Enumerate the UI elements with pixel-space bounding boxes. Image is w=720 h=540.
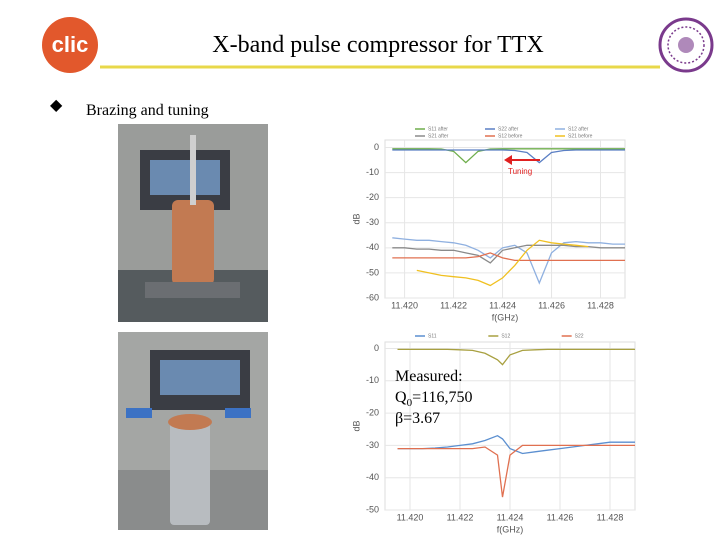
- q-label: Q: [395, 389, 407, 406]
- legend-label: S22 after: [498, 126, 519, 132]
- series-line: [392, 148, 625, 164]
- clic-logo: clic: [42, 17, 98, 73]
- y-tick-label: -30: [366, 440, 379, 450]
- y-tick-label: -20: [366, 192, 379, 202]
- legend-label: S11: [428, 333, 437, 339]
- y-tick-label: 0: [374, 343, 379, 353]
- measured-beta: β=3.67: [395, 410, 440, 427]
- series-line: [397, 434, 635, 455]
- legend-label: S12 after: [568, 126, 589, 132]
- series-line: [392, 149, 625, 164]
- series-line: [397, 348, 635, 366]
- series-line: [392, 237, 625, 285]
- bullet-marker: ◆: [50, 97, 63, 114]
- annotation-arrowhead: [504, 155, 512, 165]
- x-tick-label: 11.426: [547, 512, 574, 522]
- series-line: [397, 444, 635, 498]
- y-tick-label: -30: [366, 217, 379, 227]
- y-tick-label: -40: [366, 472, 379, 482]
- q-value: =116,750: [412, 389, 472, 406]
- photo-tuning: [118, 332, 268, 530]
- series-line: [416, 239, 589, 287]
- charts: 0 -10 -20 -30 -40 -50 -60 11.420 11.422 11.424 11.…: [351, 126, 636, 534]
- x-axis-label: f(GHz): [497, 524, 524, 534]
- y-axis-label: dB: [351, 420, 361, 431]
- measured-q: Q0=116,750: [395, 389, 473, 409]
- y-tick-label: -50: [366, 267, 379, 277]
- y-tick-label: -10: [366, 167, 379, 177]
- x-tick-label: 11.422: [440, 300, 467, 310]
- measured-heading: Measured:: [395, 368, 463, 385]
- x-tick-label: 11.428: [597, 512, 624, 522]
- x-tick-label: 11.426: [538, 300, 565, 310]
- legend-label: S21 before: [568, 133, 593, 139]
- university-seal: [658, 17, 714, 73]
- q-sub: 0: [407, 397, 413, 409]
- y-tick-label: 0: [374, 142, 379, 152]
- photo-brazing: [118, 124, 268, 322]
- y-tick-label: -40: [366, 242, 379, 252]
- slide-title: X-band pulse compressor for TTX: [212, 32, 543, 58]
- logo-text: clic: [52, 32, 89, 57]
- y-tick-label: -20: [366, 407, 379, 417]
- x-tick-label: 11.424: [497, 512, 524, 522]
- x-tick-label: 11.420: [397, 512, 424, 522]
- y-tick-label: -50: [366, 504, 379, 514]
- x-tick-label: 11.424: [489, 300, 516, 310]
- y-tick-label: -10: [366, 375, 379, 385]
- legend-label: S22: [575, 333, 584, 339]
- legend-label: S12 before: [498, 133, 523, 139]
- x-tick-label: 11.420: [391, 300, 418, 310]
- plot-area: [384, 139, 626, 299]
- legend-label: S21 after: [428, 133, 449, 139]
- legend-label: S11 after: [428, 126, 448, 132]
- x-axis-label: f(GHz): [492, 312, 519, 322]
- x-tick-label: 11.422: [447, 512, 474, 522]
- x-tick-label: 11.428: [587, 300, 614, 310]
- series-line: [392, 252, 625, 262]
- y-tick-label: -60: [366, 292, 379, 302]
- y-axis-label: dB: [351, 213, 361, 224]
- annotation: Tuning: [508, 167, 532, 176]
- legend-label: S12: [501, 333, 510, 339]
- bullet: Brazing and tuning: [86, 102, 209, 119]
